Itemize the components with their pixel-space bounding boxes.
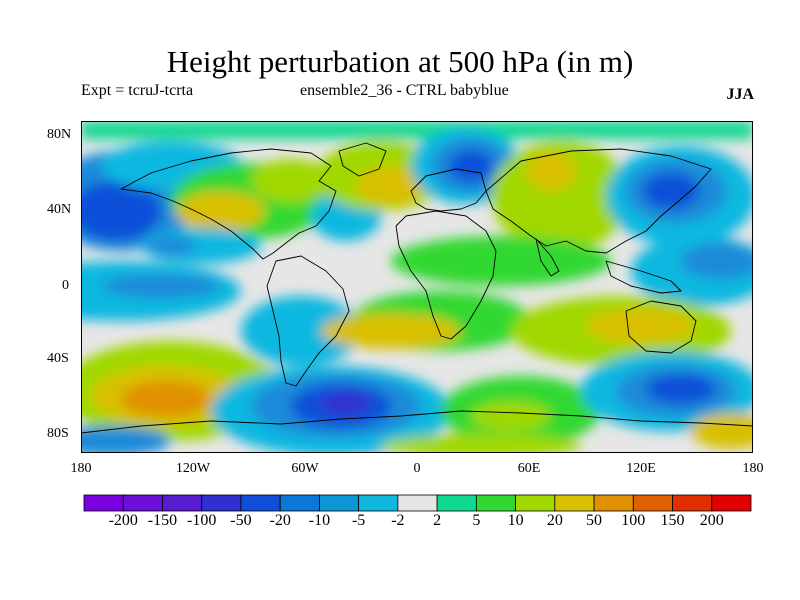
colorbar-swatch xyxy=(201,494,242,512)
lon-label-0: 0 xyxy=(413,461,421,476)
colorbar-swatch xyxy=(240,494,281,512)
colorbar-swatch xyxy=(515,494,556,512)
colorbar-swatch xyxy=(279,494,320,512)
colorbar-swatch xyxy=(162,494,203,512)
ensemble-label: ensemble2_36 - CTRL babyblue xyxy=(300,82,509,99)
lat-label-40s: 40S xyxy=(47,351,69,366)
experiment-label: Expt = tcruJ-tcrta xyxy=(81,82,194,99)
colorbar-swatch xyxy=(83,494,124,512)
colorbar-tick-label: -100 xyxy=(187,512,217,529)
colorbar-tick-label: -10 xyxy=(308,512,331,529)
colorbar-swatch xyxy=(711,494,752,512)
lat-label-40n: 40N xyxy=(47,202,72,217)
colorbar-tick-label: 200 xyxy=(699,512,724,529)
colorbar-tick-label: -20 xyxy=(269,512,291,529)
lon-label-60e: 60E xyxy=(517,461,541,476)
colorbar-tick-label: 50 xyxy=(586,512,603,529)
colorbar-tick-label: -150 xyxy=(147,512,178,529)
colorbar-swatch xyxy=(475,494,516,512)
colorbar-swatch xyxy=(593,494,634,512)
lat-label-80n: 80N xyxy=(47,127,72,142)
colorbar-tick-label: 20 xyxy=(546,512,563,529)
lon-label-120w: 120W xyxy=(175,461,211,476)
colorbar-swatch xyxy=(632,494,673,512)
colorbar-tick-label: 2 xyxy=(433,512,442,529)
season-label: JJA xyxy=(726,86,754,103)
colorbar-swatch xyxy=(436,494,477,512)
colorbar-tick-label: -2 xyxy=(391,512,405,529)
colorbar-tick-label: 10 xyxy=(507,512,524,529)
colorbar-swatch xyxy=(672,494,713,512)
colorbar-tick-label: 100 xyxy=(621,512,646,529)
colorbar-swatch xyxy=(397,494,438,512)
lon-label-180w: 180 xyxy=(70,461,92,476)
height-perturbation-map xyxy=(81,121,753,453)
lon-label-60w: 60W xyxy=(291,461,319,476)
colorbar-tick-label: 150 xyxy=(660,512,685,529)
colorbar-tick-label: -5 xyxy=(351,512,366,529)
colorbar-tick-label: -50 xyxy=(230,512,252,529)
map-title: Height perturbation at 500 hPa (in m) xyxy=(166,44,634,79)
colorbar-swatch xyxy=(554,494,595,512)
lon-label-120e: 120E xyxy=(626,461,656,476)
colorbar-tick-label: 5 xyxy=(472,512,481,529)
colorbar-swatch xyxy=(319,494,360,512)
colorbar-swatch xyxy=(122,494,163,512)
lat-label-0: 0 xyxy=(62,278,69,293)
colorbar-swatch xyxy=(358,494,399,512)
colorbar-tick-label: -200 xyxy=(108,512,138,529)
lon-label-180e: 180 xyxy=(742,461,764,476)
lat-label-80s: 80S xyxy=(47,426,69,441)
